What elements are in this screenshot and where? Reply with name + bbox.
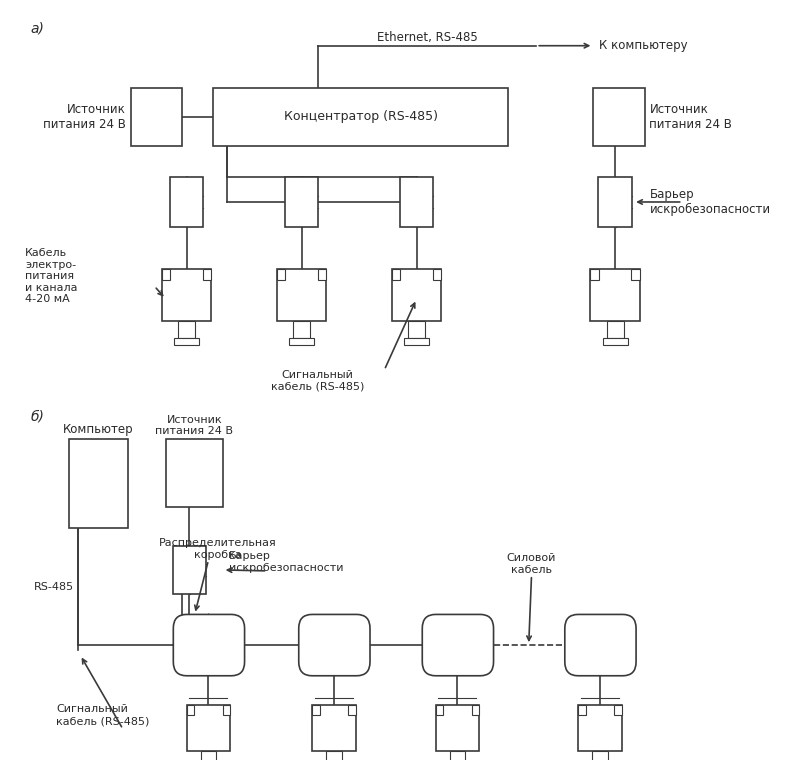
Text: Распределительная
коробка: Распределительная коробка [159,539,277,560]
Bar [450,751,465,764]
Bar [432,269,441,280]
Bar [392,269,441,321]
Bar [312,705,355,751]
Bar [289,338,314,345]
Bar [436,705,479,751]
Text: Кабель
электро-
питания
и канала
4-20 мА: Кабель электро- питания и канала 4-20 мА [25,248,78,304]
FancyBboxPatch shape [564,614,636,676]
Bar [598,177,632,227]
Text: Сигнальный
кабель (RS-485): Сигнальный кабель (RS-485) [56,704,149,726]
FancyBboxPatch shape [299,614,370,676]
Bar [318,269,326,280]
Bar [203,269,211,280]
Text: К компьютеру: К компьютеру [599,39,688,52]
Bar [436,705,443,715]
Bar [607,321,624,338]
Bar [174,338,199,345]
Bar [223,705,231,715]
Bar [401,177,432,227]
Bar [187,705,194,715]
Bar [348,705,355,715]
Text: Источник
питания 24 В: Источник питания 24 В [650,103,732,131]
Text: Компьютер: Компьютер [63,423,134,436]
Text: Концентратор (RS-485): Концентратор (RS-485) [284,111,437,124]
Bar [69,439,128,529]
Bar [178,321,195,338]
Text: Сигнальный
кабель (RS-485): Сигнальный кабель (RS-485) [271,370,364,392]
Text: Источник
питания 24 В: Источник питания 24 В [43,103,126,131]
Bar [593,88,645,146]
Bar [173,546,206,594]
Bar [187,705,231,751]
Bar [408,321,425,338]
Bar [578,705,586,715]
Bar [277,269,285,280]
Text: а): а) [31,22,45,36]
FancyBboxPatch shape [422,614,494,676]
Bar [326,751,342,764]
Bar [591,269,640,321]
Text: Барьер
искробезопасности: Барьер искробезопасности [230,551,344,573]
Text: Ethernet, RS-485: Ethernet, RS-485 [377,31,478,44]
Bar [404,338,429,345]
Bar [312,705,320,715]
Bar [293,321,310,338]
Bar [162,269,170,280]
Bar [578,705,622,751]
Bar [603,338,627,345]
Bar [591,269,599,280]
Text: б): б) [31,410,45,424]
Text: Силовой
кабель: Силовой кабель [507,553,556,575]
Text: Источник
питания 24 В: Источник питания 24 В [155,415,233,436]
Bar [201,751,216,764]
Bar [592,751,607,764]
Bar [165,439,223,507]
Bar [471,705,479,715]
Bar [277,269,326,321]
Bar [615,705,622,715]
FancyBboxPatch shape [173,614,245,676]
Text: Барьер
искробезопасности: Барьер искробезопасности [650,188,770,216]
Bar [213,88,508,146]
Bar [285,177,318,227]
Text: RS-485: RS-485 [33,581,73,592]
Bar [170,177,203,227]
Bar [392,269,401,280]
Bar [162,269,211,321]
Bar [130,88,182,146]
Bar [631,269,640,280]
